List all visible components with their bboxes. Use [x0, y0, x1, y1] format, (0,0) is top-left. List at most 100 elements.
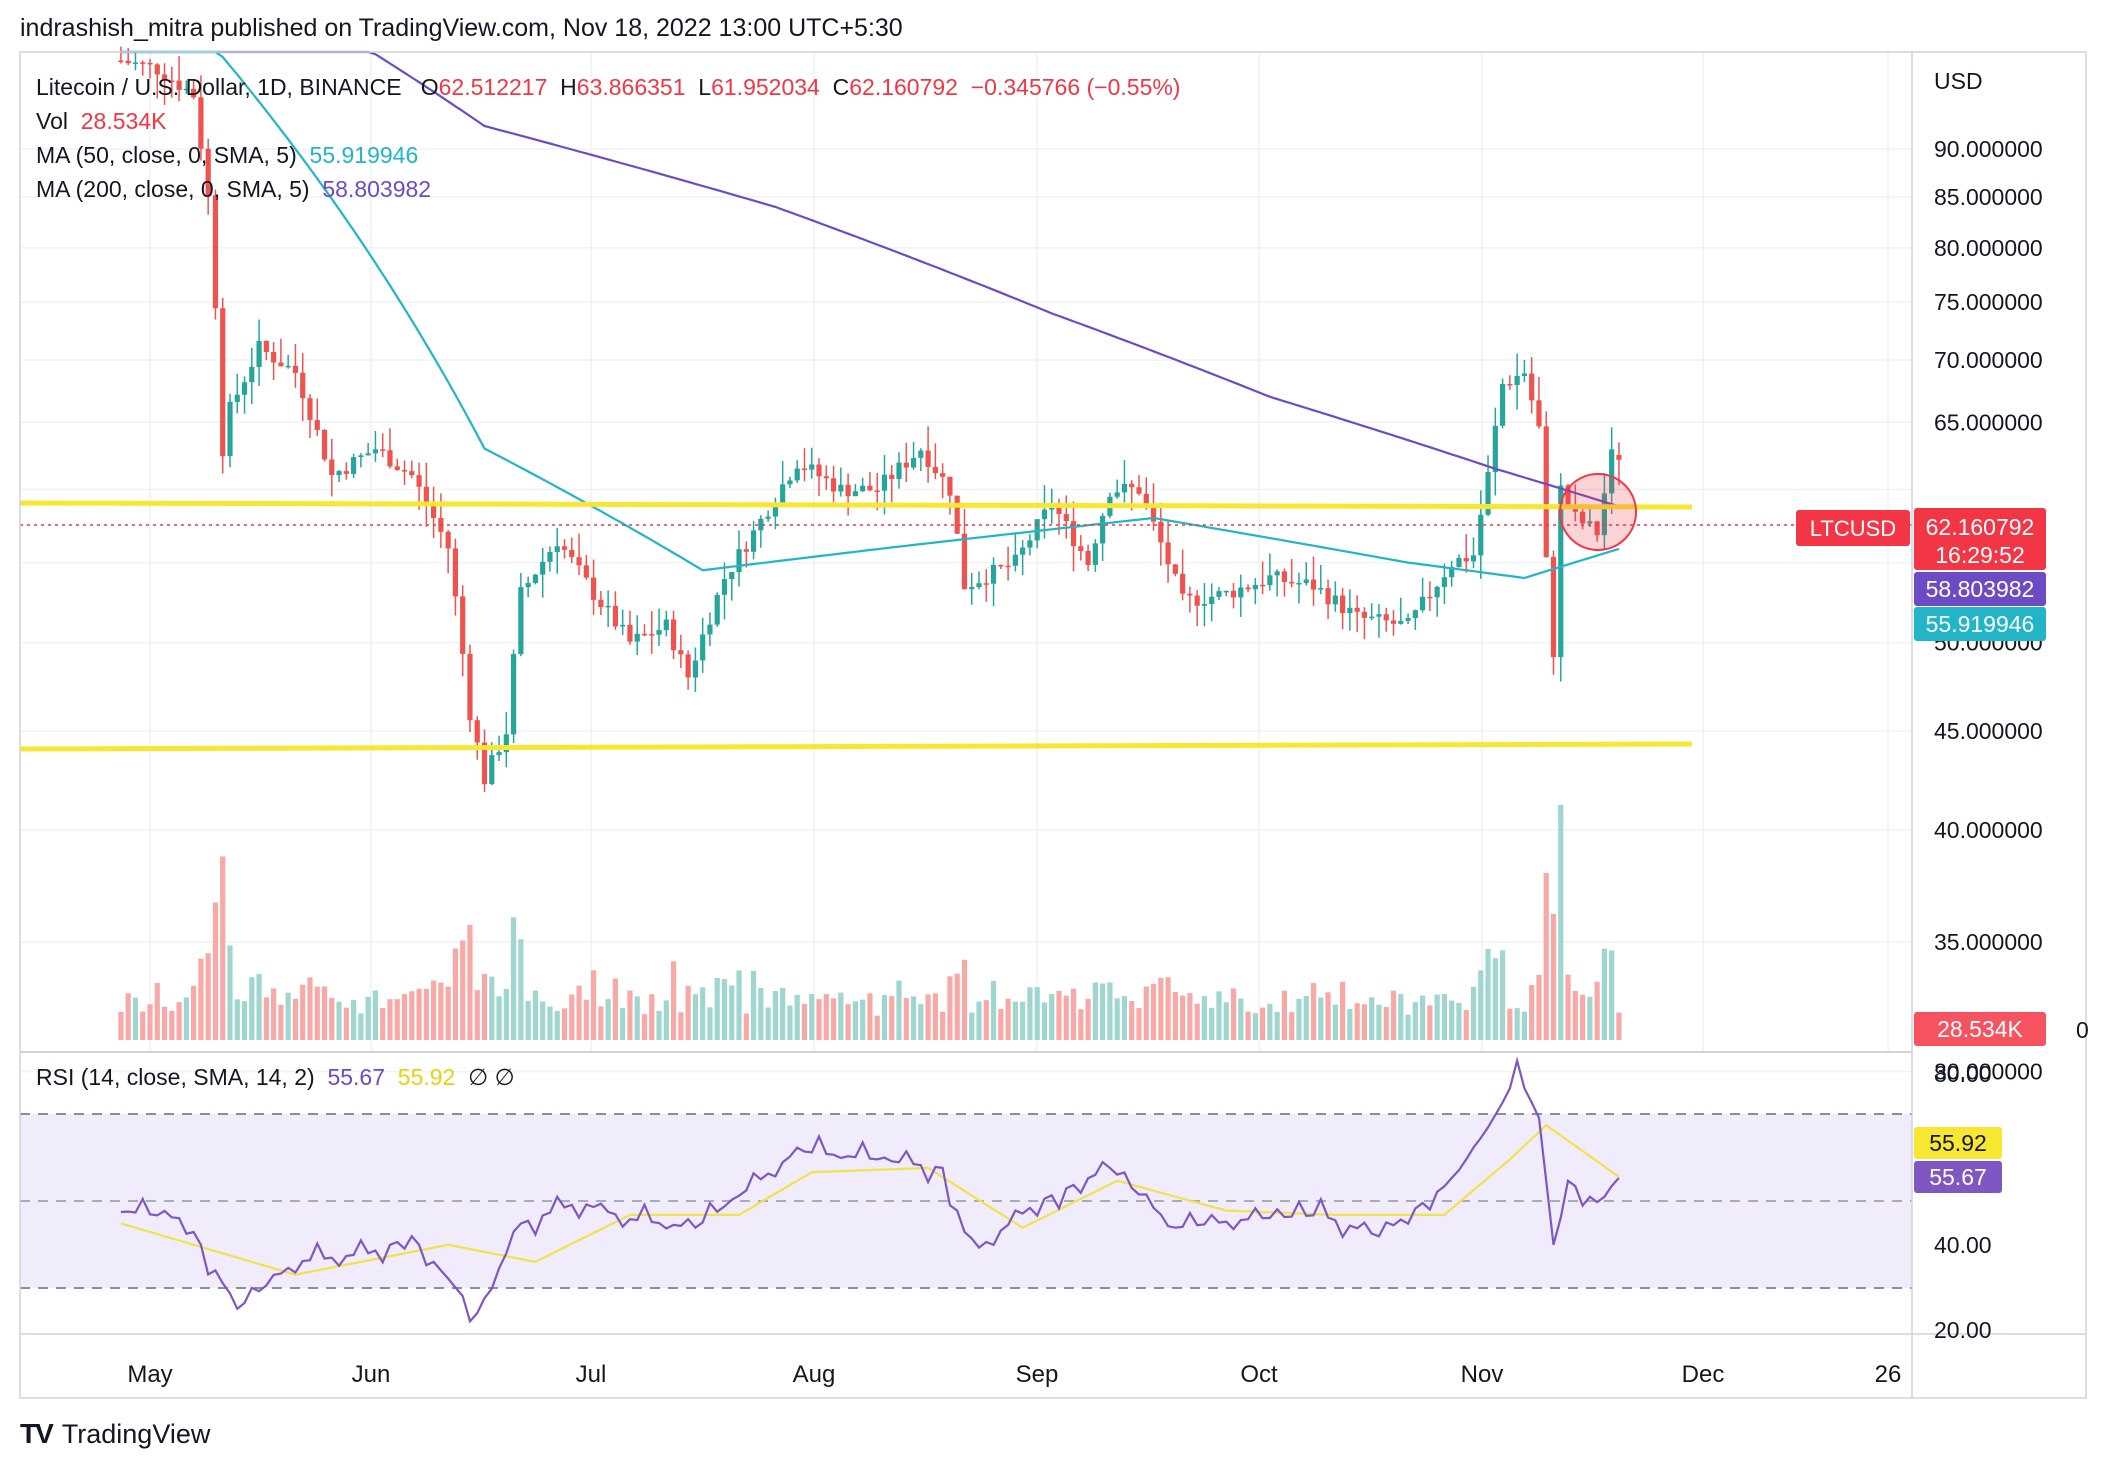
volume-bar [860, 999, 866, 1040]
candle-body [1594, 521, 1600, 536]
tradingview-logo-icon: TV [20, 1418, 54, 1449]
candle-body [845, 484, 851, 497]
time-axis-ticks: May Jun Jul Aug Sep Oct Nov Dec 26 [127, 1361, 1901, 1388]
candle-body [736, 549, 742, 573]
rsi-label[interactable]: RSI (14, close, SMA, 14, 2) [36, 1064, 315, 1090]
price-tick-label: 35.000000 [1934, 929, 2043, 955]
volume-bar [721, 979, 728, 1040]
ma50-value: 55.919946 [309, 142, 419, 168]
candle-body [801, 468, 808, 470]
volume-bar [1063, 995, 1069, 1040]
volume-bar [343, 1007, 349, 1040]
volume-bar [620, 1007, 626, 1040]
volume-bar [467, 924, 473, 1040]
volume-bar [1201, 996, 1208, 1040]
price-tick-label: 80.000000 [1934, 235, 2043, 261]
volume-bar [1361, 1004, 1368, 1040]
volume-bar [1536, 974, 1542, 1040]
ma200-value: 58.803982 [322, 176, 432, 202]
volume-bar [1398, 994, 1404, 1040]
volume-bar [198, 958, 204, 1040]
candle-body [1020, 547, 1026, 555]
price-tick-label: 85.000000 [1934, 184, 2043, 210]
volume-bar [569, 994, 575, 1040]
candle-body [169, 80, 175, 82]
candle-body [154, 64, 160, 75]
ma200-label[interactable]: MA (200, close, 0, SMA, 5) [36, 176, 310, 202]
candle-body [1587, 521, 1593, 524]
candle-body [1470, 555, 1477, 562]
candle-body [241, 382, 248, 395]
candle-body [1092, 543, 1098, 565]
rsi-legend: RSI (14, close, SMA, 14, 2) 55.67 55.92 … [36, 1064, 515, 1091]
volume-bar [765, 1007, 771, 1040]
candle-body [983, 583, 989, 585]
candle-body [787, 480, 793, 485]
candle-body [1441, 577, 1448, 587]
volume-bar [205, 953, 211, 1040]
candle-body [147, 62, 153, 65]
volume-bar [1281, 990, 1288, 1040]
volume-bar [278, 1004, 284, 1040]
volume-bar [1565, 974, 1571, 1040]
volume-bar [1558, 805, 1564, 1040]
candle-body [372, 449, 379, 454]
change-value: −0.345766 (−0.55%) [970, 74, 1181, 100]
volume-bar [540, 1001, 546, 1040]
volume-bar [511, 917, 517, 1040]
ma50-label[interactable]: MA (50, close, 0, SMA, 5) [36, 142, 297, 168]
symbol-label[interactable]: Litecoin / U.S. Dollar, 1D, BINANCE [36, 74, 402, 100]
volume-bar [816, 999, 822, 1040]
candle-body [612, 605, 619, 627]
candle-body [1369, 616, 1375, 619]
footer-brand[interactable]: TV TradingView [20, 1418, 210, 1450]
volume-bar [503, 988, 509, 1040]
volume-bar [605, 999, 611, 1040]
volume-bar [1223, 1002, 1229, 1040]
volume-bar [154, 983, 160, 1040]
candle-body [1499, 384, 1506, 426]
time-tick-label: Aug [793, 1361, 836, 1388]
ticker-badge: LTCUSD [1796, 510, 1910, 546]
candle-body [838, 484, 844, 492]
candle-body [874, 490, 880, 492]
volume-bar [903, 997, 909, 1040]
candle-body [700, 634, 706, 661]
candle-body [1529, 373, 1535, 401]
volume-bar [1136, 1007, 1142, 1040]
candle-body [314, 420, 320, 430]
candle-body [670, 619, 677, 651]
candle-body [256, 340, 262, 367]
candle-body [1318, 588, 1324, 590]
time-tick-label: Oct [1240, 1361, 1278, 1388]
volume-bar [1194, 1003, 1200, 1040]
volume-bar [670, 961, 677, 1040]
candle-body [234, 394, 240, 402]
volume-label[interactable]: Vol [36, 108, 68, 134]
candle-body [1289, 581, 1295, 584]
volume-bar [983, 1000, 989, 1040]
volume-bar [554, 1011, 560, 1040]
candle-body [1514, 375, 1520, 385]
volume-bar [1449, 1000, 1455, 1040]
volume-bar [1383, 1007, 1389, 1040]
time-tick-label: Nov [1461, 1361, 1504, 1388]
volume-bar [1609, 950, 1615, 1040]
volume-bar [1499, 950, 1506, 1040]
candle-body [1114, 492, 1120, 497]
candle-body [649, 634, 655, 636]
candle-body [729, 572, 735, 580]
candle-body [1492, 425, 1498, 473]
candle-body [627, 624, 633, 642]
candle-body [511, 654, 517, 735]
rsi-line [120, 1056, 1620, 1324]
svg-text:55.67: 55.67 [1929, 1164, 1987, 1190]
volume-bar [358, 1013, 364, 1040]
candle-body [409, 471, 415, 476]
price-tick-label: 90.000000 [1934, 136, 2043, 162]
candle-body [1209, 596, 1215, 605]
candle-body [1456, 558, 1462, 568]
volume-bar [627, 990, 633, 1040]
svg-text:55.919946: 55.919946 [1926, 611, 2035, 637]
